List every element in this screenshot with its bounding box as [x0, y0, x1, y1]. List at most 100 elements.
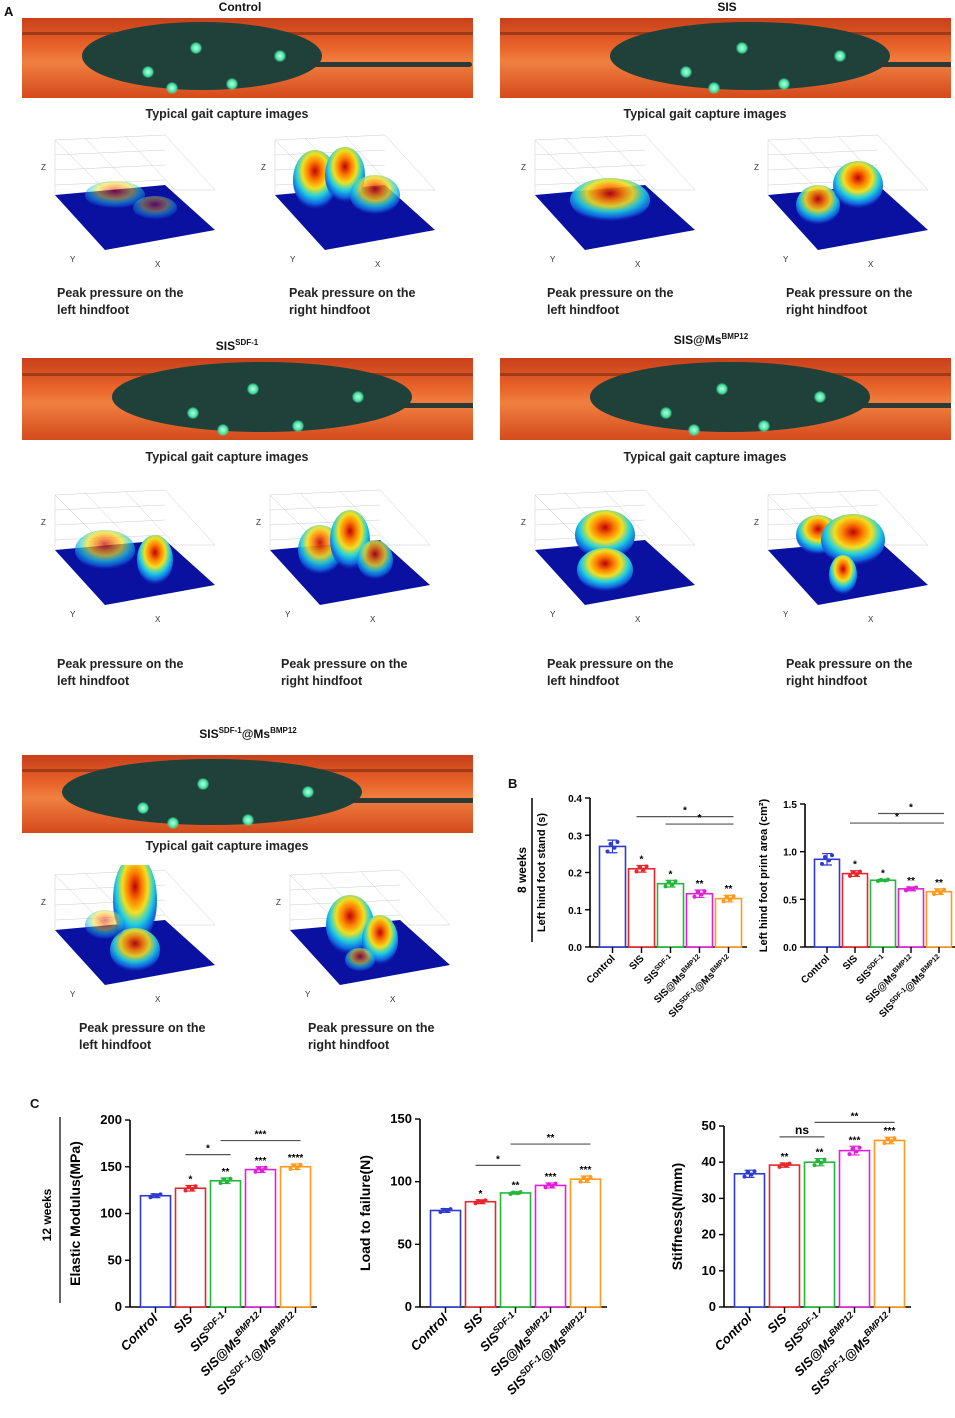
data-point [904, 888, 908, 893]
title-superscript: BMP12 [721, 332, 749, 341]
data-point [441, 1207, 446, 1212]
category-superscript: SDF-1 [795, 1310, 821, 1336]
data-point [291, 1163, 296, 1168]
bar [803, 1161, 836, 1308]
data-point [637, 865, 642, 870]
bar [209, 1179, 242, 1308]
data-point [641, 867, 646, 872]
data-point [939, 890, 943, 895]
data-point [819, 1160, 824, 1165]
y-tick-label: 0 [709, 1299, 716, 1314]
paw-print [688, 423, 700, 436]
significance-star: ** [781, 1152, 789, 1163]
caption-line: Peak pressure on the [786, 657, 913, 671]
right-hindfoot-pressure-plot-3: Z Y X [754, 489, 929, 624]
category-superscript: BMP12 [919, 953, 941, 975]
y-axis-label: Left hind foot print area (cm²) [758, 798, 770, 952]
data-point [728, 897, 733, 902]
data-point [935, 888, 939, 893]
panel-label-b: B [508, 776, 518, 791]
caption-line: Peak pressure on the [289, 286, 416, 300]
data-point [932, 891, 936, 896]
paw-print [758, 419, 770, 432]
axis-label-z: Z [41, 518, 46, 527]
paw-print [292, 419, 304, 432]
data-point [546, 1182, 551, 1187]
paw-print [197, 778, 209, 791]
caption-line: Peak pressure on the [308, 1021, 435, 1035]
bracket-label: * [206, 1144, 210, 1155]
axis-label-x: X [868, 615, 874, 624]
significance-star: *** [255, 1156, 267, 1167]
data-point [752, 1169, 757, 1174]
error-bar [822, 852, 832, 866]
caption-line: left hindfoot [57, 674, 130, 688]
left-hindfoot-caption: Peak pressure on the left hindfoot [547, 285, 673, 319]
bar [768, 1164, 801, 1308]
gait-caption: Typical gait capture images [145, 450, 309, 464]
axis-label-y: Y [70, 255, 76, 264]
bar [429, 1209, 462, 1308]
category-text: SIS [627, 953, 646, 972]
data-point [820, 861, 824, 866]
data-point [158, 1192, 163, 1197]
category-superscript: SDF-1 [201, 1310, 227, 1336]
paw-print [167, 817, 179, 830]
data-point [578, 1179, 583, 1184]
y-tick-label: 0.3 [568, 831, 582, 842]
axis-label-z: Z [521, 163, 526, 172]
axis-label-x: X [635, 260, 641, 269]
data-point [186, 1185, 191, 1190]
category-text: SIS [841, 953, 860, 972]
group-title: Control [219, 0, 262, 14]
bar [598, 845, 627, 948]
significance-star: ** [725, 884, 733, 895]
data-point [473, 1201, 478, 1206]
y-tick-label: 1.0 [783, 848, 797, 859]
title-text: SIS [199, 727, 219, 741]
paw-print [247, 382, 259, 395]
bar [813, 858, 841, 948]
data-point [889, 1139, 894, 1144]
data-point [787, 1161, 792, 1166]
data-point [850, 1146, 855, 1151]
data-point [857, 1145, 862, 1150]
axis-label-y: Y [285, 610, 291, 619]
group-title: SISSDF-1@MsBMP12 [199, 726, 297, 741]
bar [714, 897, 743, 948]
data-point [777, 1164, 782, 1169]
data-point [879, 877, 883, 882]
group-title: SIS@MsBMP12 [674, 332, 748, 347]
data-point [663, 884, 668, 889]
data-point [148, 1195, 153, 1200]
data-point [193, 1184, 198, 1189]
error-bar [607, 839, 618, 854]
data-point [886, 877, 890, 882]
side-label-12-weeks: 12 weeks [40, 1188, 54, 1241]
gait-caption: Typical gait capture images [145, 107, 309, 121]
y-tick-label: 40 [702, 1154, 716, 1169]
bracket-label: ** [851, 1111, 859, 1122]
data-point [883, 878, 887, 883]
axis-label-x: X [155, 615, 161, 624]
right-hindfoot-pressure-plot-2: Z Y X [256, 489, 431, 624]
data-point [784, 1163, 789, 1168]
caption-line: Peak pressure on the [57, 286, 184, 300]
caption-line: right hindfoot [308, 1038, 390, 1052]
y-axis-label: Load to failure(N) [357, 1155, 373, 1271]
y-tick-label: 200 [100, 1112, 122, 1127]
data-point [666, 880, 671, 885]
data-point [585, 1177, 590, 1182]
paw-print [166, 82, 178, 94]
bar [569, 1178, 602, 1308]
axis-label-z: Z [521, 518, 526, 527]
axis-label-y: Y [70, 610, 76, 619]
bar [873, 1139, 906, 1308]
data-point [476, 1198, 481, 1203]
significance-star: *** [884, 1126, 896, 1137]
data-point [724, 895, 729, 900]
gait-capture-photo [22, 18, 473, 98]
data-point [882, 1141, 887, 1146]
title-superscript: SDF-1 [235, 338, 259, 347]
category-superscript: BMP12 [558, 1310, 587, 1339]
